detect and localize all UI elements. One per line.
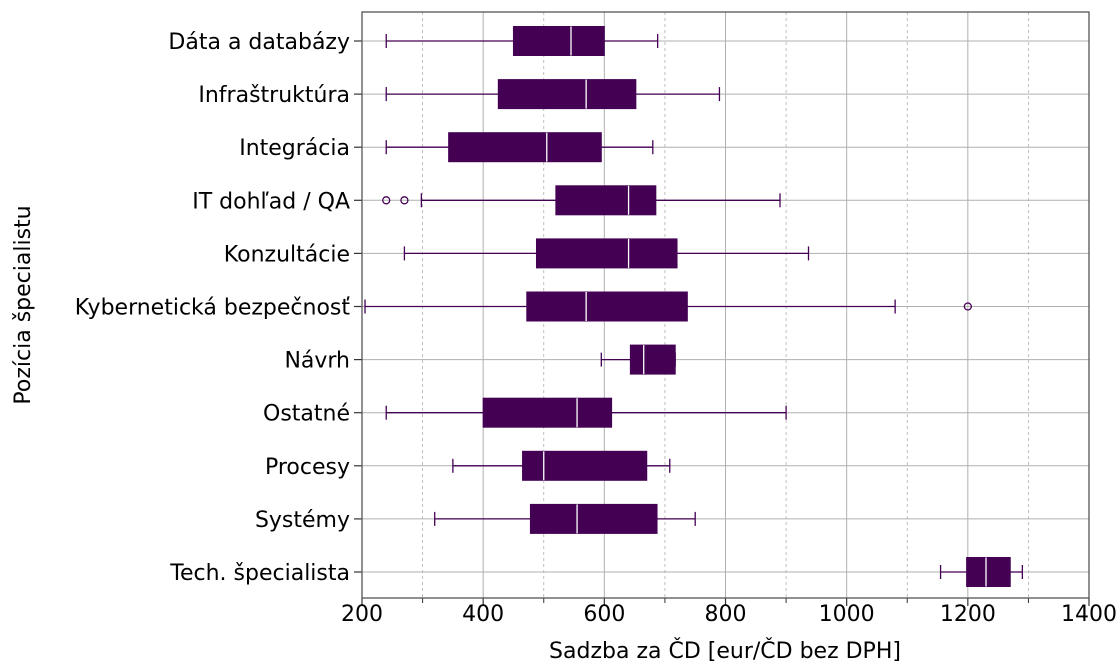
box [448, 132, 602, 163]
category-labels: Dáta a databázy Infraštruktúra Integrácia I… [75, 30, 351, 586]
box-group [403, 238, 810, 269]
boxes-layer [364, 26, 1024, 587]
category-label: Systémy [255, 508, 350, 533]
box-group [939, 557, 1024, 587]
category-label: Infraštruktúra [198, 83, 350, 108]
category-label: Dáta a databázy [168, 30, 350, 55]
box-group [385, 26, 659, 56]
box [529, 503, 658, 534]
category-label: Integrácia [239, 136, 350, 161]
category-label: Procesy [265, 455, 350, 480]
box [482, 397, 613, 428]
box-group [600, 344, 676, 375]
category-label: Ostatné [263, 402, 350, 427]
y-axis-title: Pozícia špecialistu [11, 205, 36, 404]
box-group [382, 185, 781, 216]
box [966, 557, 1011, 587]
grid-lines [354, 12, 1090, 606]
category-label: IT dohľad / QA [192, 189, 350, 214]
box [555, 185, 657, 216]
outlier-point [382, 196, 391, 205]
box-group [385, 397, 787, 428]
box [497, 79, 637, 110]
category-label: Konzultácie [224, 242, 350, 267]
category-label: Návrh [284, 349, 350, 374]
outlier-point [963, 302, 972, 311]
category-label: Kybernetická bezpečnosť [75, 296, 351, 321]
box-group [385, 79, 721, 110]
x-tick-label: 800 [705, 602, 747, 627]
x-tick-label: 600 [583, 602, 625, 627]
x-tick-label: 1400 [1061, 602, 1117, 627]
x-tick-labels: 200 400 600 800 1000 1200 1400 [341, 602, 1117, 627]
box-group [452, 450, 671, 481]
box [522, 450, 648, 481]
box [512, 26, 605, 56]
x-tick-label: 1200 [940, 602, 996, 627]
box-group [434, 503, 696, 534]
box [535, 238, 678, 269]
x-axis-title: Sadzba za ČD [eur/ČD bez DPH] [549, 638, 901, 664]
box-group [385, 132, 654, 163]
outlier-point [400, 196, 409, 205]
plot-frame [361, 11, 1090, 599]
box [526, 291, 688, 322]
x-tick-label: 400 [462, 602, 504, 627]
x-tick-label: 200 [341, 602, 383, 627]
box [629, 344, 676, 375]
x-tick-label: 1000 [819, 602, 875, 627]
category-label: Tech. špecialista [169, 561, 350, 586]
box-group [364, 291, 972, 322]
